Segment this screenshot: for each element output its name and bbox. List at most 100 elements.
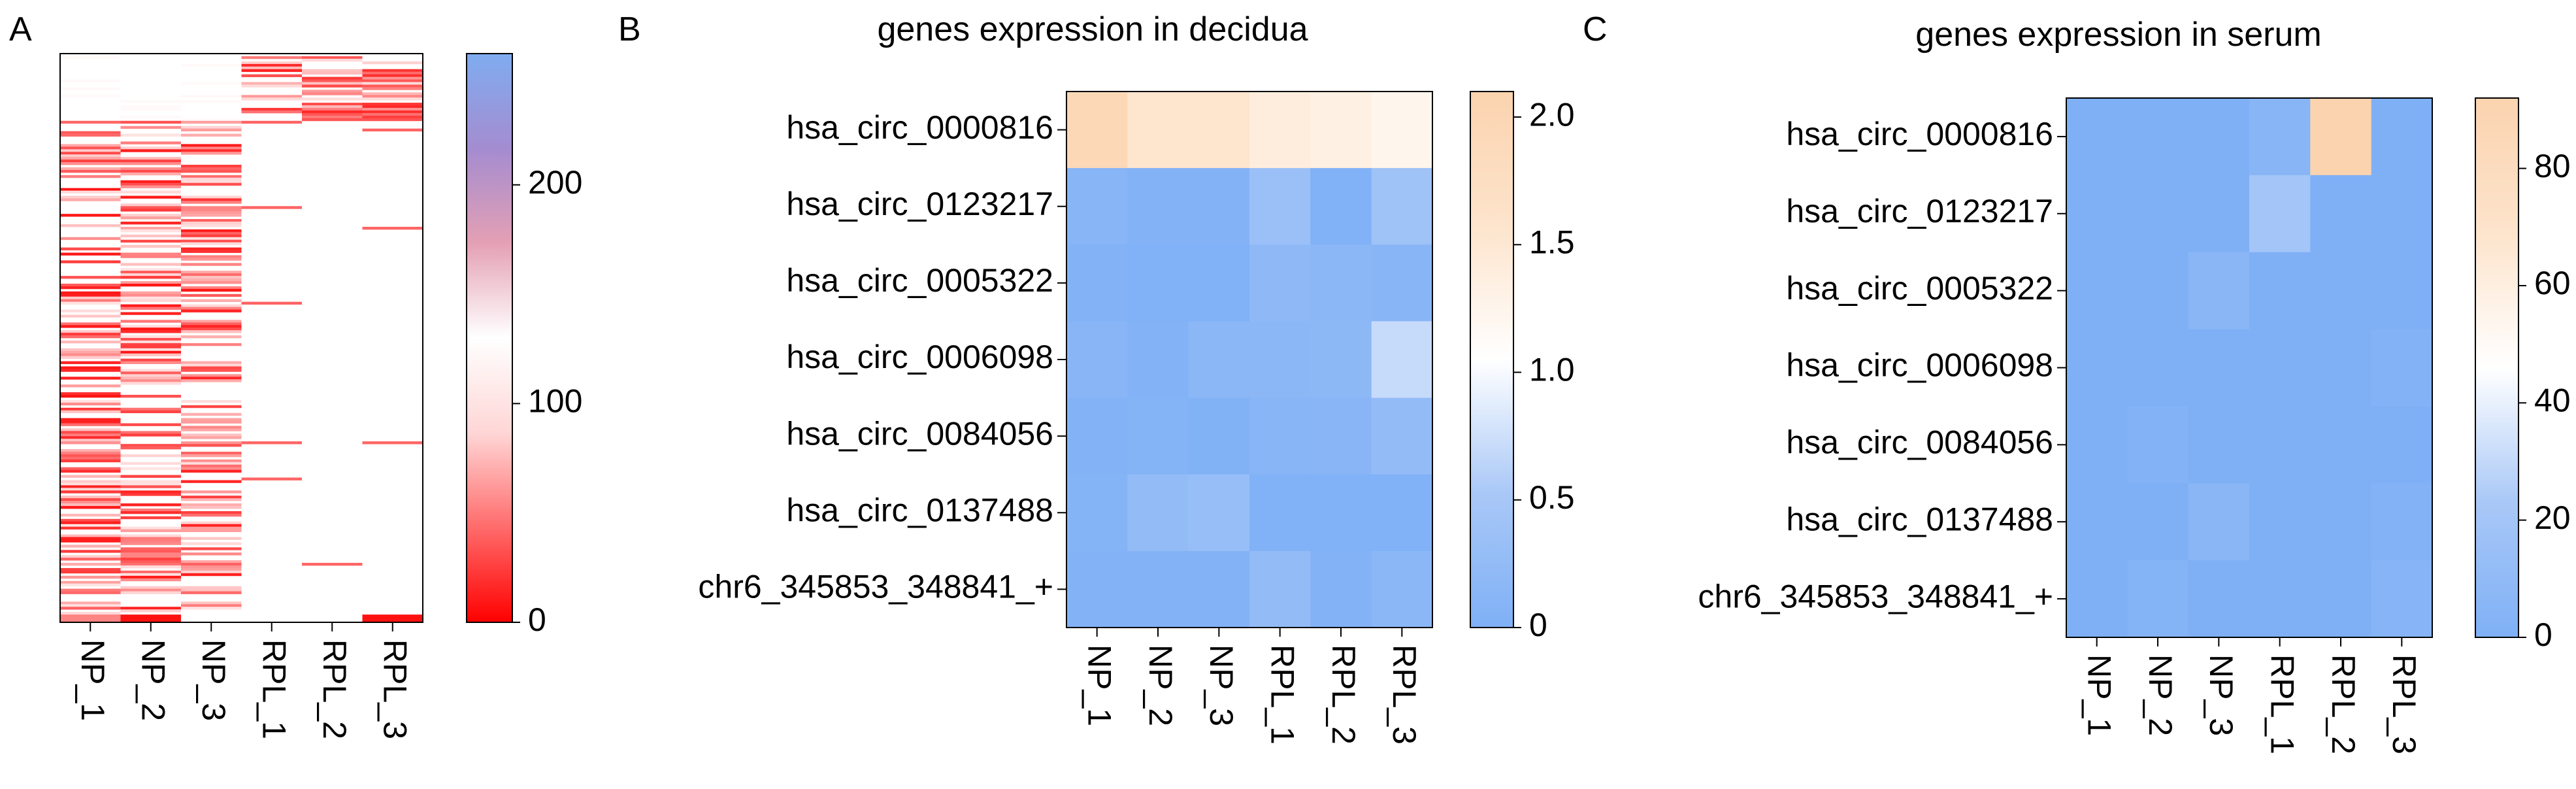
- panel-a-heatmap-cell: [181, 444, 242, 447]
- panel-a-heatmap-cell: [60, 614, 121, 618]
- panel-a-heatmap-cell: [60, 459, 121, 463]
- panel-b-heatmap-cell: [1249, 474, 1311, 552]
- panel-b-column-label: NP_1: [1081, 645, 1117, 726]
- panel-a-heatmap-cell: [60, 154, 121, 158]
- panel-a-heatmap-cell: [181, 165, 242, 168]
- panel-a-heatmap-cell: [120, 462, 181, 465]
- panel-a-heatmap-cell: [181, 309, 242, 312]
- panel-c-row-label: chr6_345853_348841_+: [1698, 578, 2053, 614]
- panel-a-heatmap-cell: [181, 273, 242, 277]
- panel-a-heatmap-cell: [120, 263, 181, 266]
- panel-a-heatmap-cell: [60, 356, 121, 360]
- panel-a-colorbar-tick-label: 100: [528, 383, 582, 420]
- panel-b-colorbar-tick-label: 0: [1529, 607, 1547, 643]
- panel-a-heatmap-cell: [120, 299, 181, 303]
- panel-a-heatmap-cell: [120, 374, 181, 377]
- panel-a-heatmap-cell: [181, 177, 242, 181]
- panel-a-heatmap-cell: [60, 490, 121, 494]
- panel-a-heatmap-cell: [120, 433, 181, 437]
- panel-b-heatmap-cell: [1188, 321, 1250, 398]
- panel-c-heatmap-cell: [2310, 483, 2372, 561]
- panel-c-colorbar-gradient: [2475, 97, 2519, 638]
- panel-a-heatmap-cell: [60, 322, 121, 326]
- panel-c-heatmap-cell: [2310, 560, 2372, 638]
- panel-a-heatmap-cell: [241, 120, 302, 124]
- panel-a-heatmap-cell: [120, 100, 181, 103]
- panel-a-heatmap-cell: [241, 441, 302, 445]
- panel-a-heatmap-cell: [60, 314, 121, 318]
- panel-b-heatmap-cell: [1371, 244, 1433, 322]
- panel-a-heatmap-cell: [362, 92, 423, 95]
- panel-a-heatmap-cell: [120, 108, 181, 111]
- panel-a-heatmap-cell: [181, 234, 242, 238]
- panel-a-heatmap-cell: [120, 209, 181, 212]
- panel-a-colorbar: 0 100 200: [466, 53, 582, 638]
- panel-a-heatmap-cell: [181, 405, 242, 409]
- panel-b-heatmap-cell: [1188, 244, 1250, 322]
- panel-a-heatmap-cell: [120, 141, 181, 144]
- panel-a-heatmap-cell: [120, 203, 181, 207]
- panel-a-heatmap-cell: [181, 588, 242, 592]
- panel-a-heatmap-cell: [181, 480, 242, 483]
- panel-c-heatmap-cell: [2127, 406, 2189, 484]
- panel-b-heatmap-cell: [1310, 321, 1372, 398]
- panel-a-heatmap-cell: [181, 149, 242, 152]
- panel-b-heatmap-cell: [1127, 550, 1189, 628]
- panel-a-heatmap-cell: [60, 214, 121, 217]
- panel-a-heatmap-cell: [120, 335, 181, 339]
- panel-a-heatmap-cell: [60, 550, 121, 553]
- panel-a-heatmap-cell: [120, 526, 181, 530]
- panel-a-heatmap-cell: [302, 79, 363, 82]
- panel-a-heatmap-cell: [60, 392, 121, 395]
- panel-a-heatmap-cell: [120, 327, 181, 331]
- panel-c-heatmap-cell: [2127, 560, 2189, 638]
- panel-a-heatmap-cell: [302, 118, 363, 122]
- panel-a-heatmap-cell: [60, 428, 121, 431]
- panel-c-column-label: RPL_2: [2325, 654, 2362, 754]
- panel-a-heatmap-cell: [181, 100, 242, 103]
- panel-a-heatmap-cell: [60, 475, 121, 478]
- panel-c-colorbar-tick-label: 0: [2534, 616, 2552, 653]
- panel-b-column-label: NP_3: [1203, 645, 1240, 726]
- panel-b-heatmap-cell: [1310, 397, 1372, 475]
- panel-a-heatmap-cell: [181, 399, 242, 403]
- panel-a-heatmap-cell: [181, 570, 242, 574]
- panel-c-heatmap-cell: [2310, 329, 2372, 407]
- panel-a-heatmap-cell: [362, 61, 423, 65]
- panel-a-heatmap-cell: [120, 244, 181, 248]
- panel-a-heatmap-cell: [60, 195, 121, 199]
- panel-a-heatmap-cell: [120, 350, 181, 354]
- panel-a-heatmap-cell: [241, 110, 302, 114]
- panel-a-heatmap-cell: [120, 509, 181, 512]
- panel-a-heatmap-cell: [181, 63, 242, 67]
- panel-a-heatmap-cell: [60, 588, 121, 592]
- panel-c-heatmap: [2066, 97, 2433, 646]
- panel-a-heatmap-cell: [181, 565, 242, 569]
- panel-a-heatmap-cell: [120, 431, 181, 434]
- panel-a-heatmap-cell: [60, 612, 121, 615]
- panel-c-heatmap-cell: [2249, 406, 2311, 484]
- panel-a-heatmap-cell: [120, 570, 181, 574]
- panel-a-heatmap-cell: [362, 103, 423, 106]
- panel-a-heatmap-cell: [181, 604, 242, 607]
- panel-b-heatmap-cell: [1371, 474, 1433, 552]
- panel-a-heatmap-cell: [120, 214, 181, 217]
- panel-a-heatmap-cell: [181, 201, 242, 204]
- panel-a-heatmap-cell: [60, 162, 121, 165]
- panel-a-heatmap-cell: [120, 542, 181, 545]
- panel-a-heatmap-cell: [60, 580, 121, 584]
- panel-a-heatmap-cell: [120, 586, 181, 589]
- panel-a-heatmap-cell: [120, 180, 181, 184]
- panel-c-heatmap-cell: [2310, 406, 2372, 484]
- panel-a-heatmap-cell: [120, 273, 181, 277]
- panel-a-heatmap-cell: [120, 325, 181, 328]
- panel-c-colorbar-tick-label: 80: [2534, 148, 2571, 184]
- panel-a-heatmap-cell: [362, 76, 423, 80]
- panel-a-heatmap-cell: [120, 395, 181, 398]
- panel-a-heatmap-cell: [181, 146, 242, 150]
- panel-a-heatmap-cell: [120, 516, 181, 520]
- panel-b-heatmap-cell: [1310, 474, 1372, 552]
- panel-a-heatmap-cell: [241, 108, 302, 111]
- panel-a-heatmap-cell: [60, 439, 121, 442]
